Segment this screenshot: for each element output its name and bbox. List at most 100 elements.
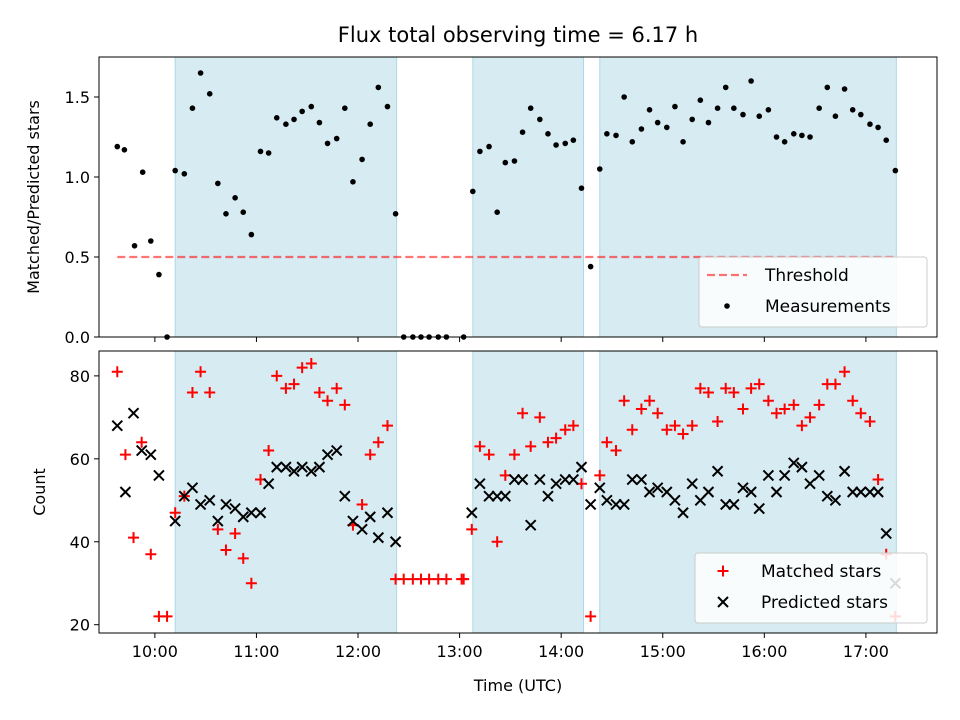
matched-star-point (296, 362, 308, 374)
matched-star-point (550, 432, 562, 444)
predicted-star-point (186, 482, 199, 494)
measurement-point (875, 124, 881, 131)
measurement-point (502, 159, 509, 166)
predicted-star-point (313, 461, 326, 473)
measurement-point (714, 105, 721, 111)
matched-star-point (136, 436, 148, 448)
matched-star-point (237, 552, 249, 564)
top-panel-measurement-ratio: 0.0 0.5 1.0 1.5 Matched/Predicted stars Thres… (24, 56, 938, 347)
chart-title: Flux total observing time = 6.17 h (338, 23, 698, 47)
measurement-point (240, 209, 247, 215)
matched-star-point (753, 378, 765, 390)
matched-star-point (745, 382, 757, 394)
predicted-star-point (262, 477, 275, 490)
predicted-star-point (153, 469, 165, 482)
matched-star-point (788, 399, 800, 411)
predicted-star-point (135, 444, 148, 457)
matched-star-point (483, 449, 495, 461)
predicted-star-point (864, 486, 876, 498)
measurement-point (384, 103, 391, 110)
measurement-point (545, 131, 551, 137)
predicted-star-point (364, 511, 376, 523)
measurement-point (790, 131, 797, 137)
measurement-point (316, 119, 323, 126)
matched-star-point (847, 395, 859, 407)
matched-star-point (229, 527, 241, 539)
matched-star-point (220, 544, 232, 556)
legend-label: Matched stars (761, 562, 881, 582)
y-tick-label: 40 (70, 533, 90, 552)
bottom-panel-star-counts: 20 40 60 80 10:00 11:00 12:00 13:00 14:00 15:00 16… (30, 350, 938, 695)
predicted-star-point (474, 477, 486, 490)
predicted-star-point (271, 461, 283, 473)
measurement-point (824, 84, 831, 91)
predicted-star-point (804, 477, 816, 490)
predicted-star-point (872, 486, 884, 498)
measurement-point (114, 143, 121, 150)
matched-star-point (440, 573, 452, 585)
matched-star-point (872, 474, 884, 486)
measurement-point (587, 263, 594, 270)
measurement-point (832, 113, 839, 119)
predicted-star-point (575, 461, 588, 473)
predicted-star-point (534, 473, 546, 486)
predicted-star-point (339, 490, 351, 502)
measurement-point (664, 124, 670, 131)
measurement-point (799, 132, 805, 139)
matched-star-point (458, 573, 470, 585)
measurement-point (705, 119, 712, 126)
matched-star-point (145, 548, 157, 560)
predicted-star-point (212, 515, 224, 527)
predicted-star-point (788, 457, 800, 469)
predicted-star-point (194, 498, 207, 511)
matched-star-point (594, 469, 606, 481)
measurement-point (740, 111, 746, 118)
measurement-point (486, 143, 492, 150)
measurement-point (257, 148, 264, 155)
measurement-point (621, 94, 627, 100)
measurement-point (477, 148, 483, 155)
measurement-point (223, 211, 229, 217)
measurement-point (883, 137, 890, 143)
matched-star-point (356, 498, 368, 510)
predicted-star-point (559, 473, 571, 486)
legend-predicted-swatch (717, 596, 729, 608)
axes-frame (98, 56, 938, 338)
legend: Threshold Measurements (698, 256, 928, 328)
measurement-point (689, 116, 696, 123)
predicted-star-point (720, 498, 732, 511)
measurement-point (858, 111, 864, 118)
x-tick-label: 13:00 (437, 642, 483, 661)
matched-star-point (737, 403, 749, 415)
measurement-point (215, 180, 221, 187)
y-tick-label: 60 (70, 450, 90, 469)
legend-box (698, 256, 928, 328)
matched-star-point (491, 536, 503, 548)
matched-star-point (161, 610, 173, 622)
legend-matched-swatch (717, 565, 729, 577)
observing-window-band (174, 56, 398, 338)
matched-star-point (474, 440, 486, 452)
predicted-star-point (356, 523, 368, 536)
measurement-point (139, 169, 146, 175)
legend-label: Predicted stars (761, 593, 888, 613)
measurement-point (654, 119, 661, 126)
measurement-point (350, 179, 356, 185)
measurement-point (248, 231, 255, 238)
predicted-star-point (245, 507, 258, 519)
measurement-point (181, 171, 188, 177)
matched-star-point (204, 386, 216, 398)
measurement-point (342, 105, 348, 111)
predicted-star-point (127, 407, 140, 419)
predicted-star-point (584, 498, 597, 511)
matched-star-point (644, 395, 656, 407)
measurement-point (722, 84, 729, 91)
measurement-point (537, 116, 543, 123)
legend-box (694, 552, 928, 624)
predicted-star-point (389, 536, 402, 548)
matched-star-point (813, 399, 825, 411)
measurement-point (672, 103, 678, 110)
measurement-point (680, 139, 686, 145)
measurement-point (494, 209, 500, 215)
measurement-point (849, 107, 856, 113)
